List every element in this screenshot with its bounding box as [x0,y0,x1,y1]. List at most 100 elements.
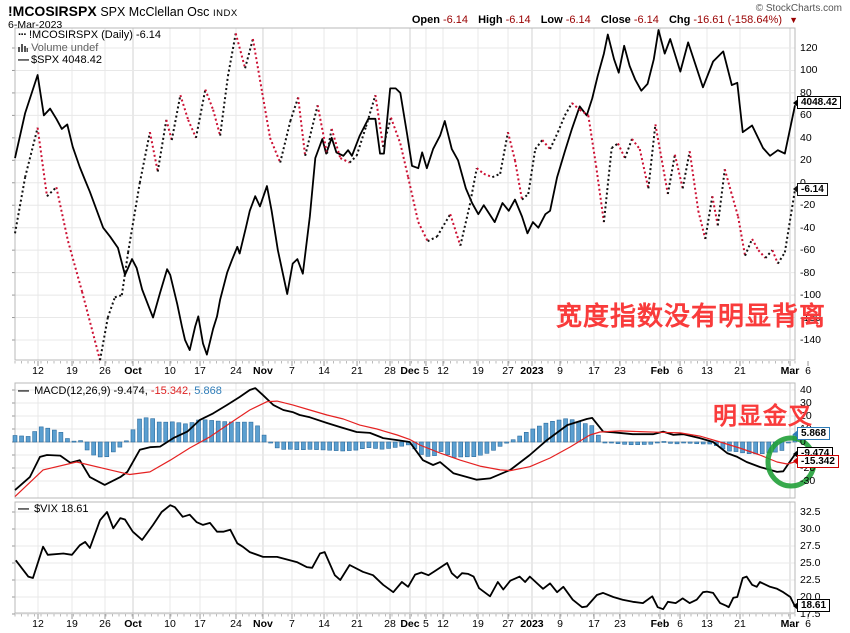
x-axis-label: 21 [734,618,746,630]
oscillator-dotted-segment [114,294,123,299]
oscillator-dotted-segment [212,109,222,136]
macd-histogram-bar [71,440,77,443]
macd-histogram-bar [602,441,608,444]
oscillator-dotted-segment [165,119,173,141]
x-axis-label: 5 [423,365,429,377]
oscillator-dotted-segment [534,139,544,150]
macd-histogram-bar [596,434,601,443]
macd-histogram-bar [346,441,352,451]
exchange: INDX [213,8,238,19]
x-axis-label: 19 [472,365,484,377]
oscillator-dotted-segment [399,143,410,178]
macd-histogram-bar [497,441,503,447]
macd-histogram-bar [97,441,103,458]
x-axis-label: 9 [557,618,563,630]
value-tag-text: 18.61 [801,600,827,612]
x-axis-label: 6 [805,618,811,630]
x-axis-label: Nov [253,365,273,377]
oscillator-dotted-segment [666,154,676,195]
macd-histogram-bar [707,441,713,445]
macd-histogram-bar [314,441,319,450]
oscillator-dotted-segment [226,33,237,77]
solid-line-marker-icon: — [18,54,29,66]
x-axis-label: 14 [318,618,330,630]
macd-histogram-bar [687,441,693,444]
x-axis-label: 26 [99,365,111,377]
chg-value: -16.61 (-158.64%) [693,14,783,26]
macd-histogram-bar [655,441,660,444]
macd-histogram-bar [759,441,765,454]
oscillator-dotted-segment [138,132,151,183]
macd-histogram-bar [78,440,83,443]
open-label: Open [411,14,440,26]
oscillator-dotted-segment [499,132,509,174]
macd-histogram-bar [137,418,142,443]
macd-histogram-bar [582,423,588,443]
macd-histogram-bar [379,441,385,450]
y-tick-label: 32.5 [800,506,821,518]
oscillator-dotted-segment [564,102,573,116]
oscillator-dotted-segment [723,169,733,193]
oscillator-dotted-segment [156,119,168,172]
macd-histogram-bar [366,441,372,448]
series-line [14,400,796,498]
macd-histogram-bar [615,441,621,444]
oscillator-dotted-segment [587,115,598,167]
oscillator-dotted-segment [316,105,328,154]
macd-histogram-bar [609,441,614,444]
macd-histogram-bar [25,436,31,443]
macd-histogram-bar [104,441,110,458]
macd-legend: — MACD(12,26,9) -9.474, -15.342, 5.868 [18,385,222,398]
oscillator-dotted-segment [513,160,523,200]
y-tick-label: 20 [800,154,812,167]
macd-histogram-bar [255,425,260,443]
macd-histogram-bar [248,421,254,443]
series-line [15,504,796,611]
x-axis-label: 14 [318,365,330,377]
y-tick-label: 0 [800,436,806,448]
x-axis-label: 17 [588,618,600,630]
x-axis-label: 2023 [520,365,544,377]
x-axis-label: 12 [437,618,449,630]
macd-histogram-bar [681,441,686,444]
series-line [14,29,796,356]
x-axis-label: 7 [289,618,295,630]
macd-histogram-bar [320,441,326,451]
oscillator-dotted-segment [631,138,641,150]
macd-histogram-bar [242,421,247,443]
y-tick-label: 30.0 [800,523,821,535]
y-tick-label: 27.5 [800,540,821,552]
annotation-breadth-note: 宽度指数没有明显背离 [556,301,827,331]
oscillator-dotted-segment [355,126,367,157]
oscillator-dotted-segment [204,89,215,111]
oscillator-dotted-segment [81,291,101,361]
x-axis-label: 12 [32,365,44,377]
value-tag: 18.61 [797,599,831,613]
macd-histogram-bar [294,441,300,450]
open-value: -6.14 [442,14,469,26]
y-tick-label: -100 [800,289,822,302]
macd-histogram-bar [550,420,555,443]
macd-histogram-bar [281,441,287,450]
value-tag: -15.342 [797,454,839,468]
macd-histogram-bar [360,441,365,449]
oscillator-dotted-segment [595,165,605,223]
value-tag-text: 4048.42 [801,97,838,109]
panel-border [14,27,796,361]
solid-line-marker-icon: — [18,385,29,397]
macd-histogram-bar [661,441,667,443]
oscillator-dotted-segment [483,172,493,179]
dotted-line-marker-icon: ··· [18,29,27,41]
oscillator-dotted-segment [99,317,109,361]
oscillator-dotted-segment [571,102,581,111]
macd-histogram-bar [124,440,129,443]
macd-histogram-bar [576,421,581,443]
chg-dropdown-icon[interactable]: ▼ [789,15,798,25]
oscillator-dotted-segment [716,169,726,226]
x-axis-label: 5 [423,618,429,630]
macd-histogram-bar [170,421,175,443]
low-value: -6.14 [565,14,591,26]
x-axis-label: 17 [588,365,600,377]
